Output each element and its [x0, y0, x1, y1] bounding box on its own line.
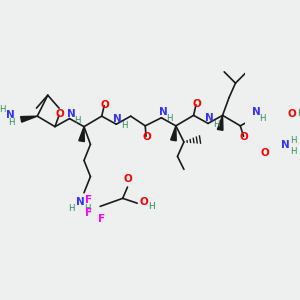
Text: N: N: [252, 107, 261, 117]
Text: H: H: [0, 105, 6, 114]
Text: O: O: [260, 148, 269, 158]
Text: O: O: [139, 196, 148, 207]
Text: N: N: [6, 110, 15, 120]
Text: O: O: [142, 132, 151, 142]
Text: H: H: [166, 114, 173, 123]
Polygon shape: [171, 126, 176, 141]
Polygon shape: [21, 116, 37, 122]
Text: H: H: [297, 109, 300, 118]
Text: N: N: [113, 114, 122, 124]
Text: O: O: [287, 109, 296, 119]
Text: F: F: [85, 195, 92, 205]
Text: O: O: [240, 132, 249, 142]
Polygon shape: [218, 116, 223, 130]
Text: N: N: [205, 113, 214, 123]
Text: H: H: [213, 120, 219, 129]
Text: H: H: [74, 116, 81, 125]
Text: N: N: [159, 107, 167, 117]
Text: H: H: [290, 136, 297, 145]
Text: H: H: [148, 202, 155, 211]
Polygon shape: [79, 127, 84, 142]
Text: H: H: [290, 147, 297, 156]
Text: O: O: [123, 174, 132, 184]
Text: O: O: [56, 109, 64, 119]
Text: H: H: [121, 121, 128, 130]
Text: N: N: [281, 140, 290, 150]
Text: H: H: [68, 204, 74, 213]
Text: O: O: [192, 99, 201, 109]
Text: N: N: [67, 109, 76, 119]
Polygon shape: [264, 126, 270, 141]
Text: O: O: [100, 100, 109, 110]
Text: H: H: [84, 204, 91, 213]
Text: H: H: [260, 114, 266, 123]
Text: H: H: [8, 118, 15, 127]
Text: F: F: [85, 208, 92, 218]
Text: F: F: [98, 214, 105, 224]
Text: N: N: [76, 197, 85, 207]
